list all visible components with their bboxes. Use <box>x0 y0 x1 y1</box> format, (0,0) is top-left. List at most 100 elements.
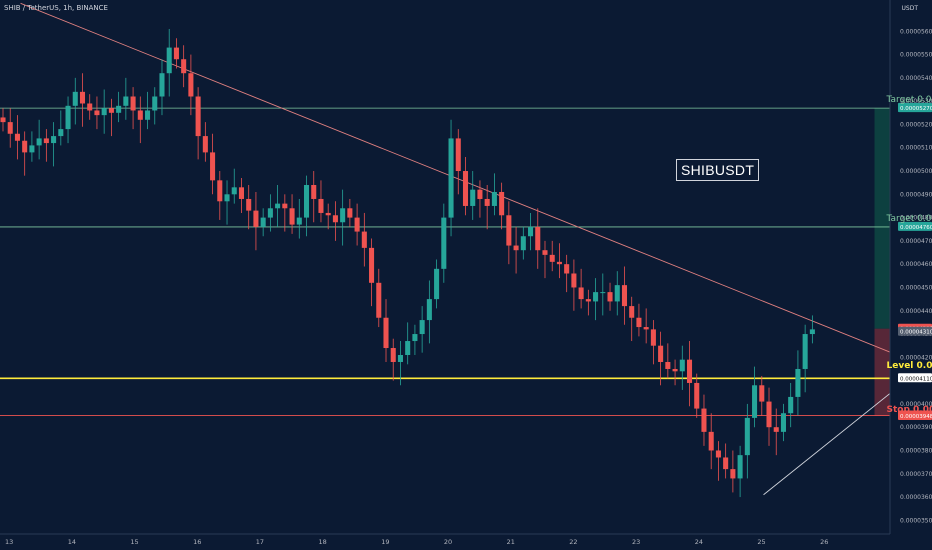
candle-body <box>51 136 57 144</box>
candle-body <box>202 136 208 153</box>
x-tick-label: 17 <box>256 538 264 546</box>
candle-body <box>564 264 570 274</box>
candle-body <box>311 184 317 199</box>
candle-body <box>303 184 310 218</box>
price-axis <box>890 0 932 550</box>
candle-body <box>29 145 35 153</box>
price-tag-label: 0.00004110 <box>900 376 932 382</box>
candle-body <box>7 122 13 134</box>
candle-body <box>426 299 432 321</box>
target2-label: Target 0.00005270 <box>886 95 932 106</box>
candle-body <box>462 171 469 206</box>
candle-body <box>65 105 71 130</box>
x-tick-label: 24 <box>695 538 703 546</box>
candle-body <box>694 382 700 409</box>
candle-body <box>708 431 714 451</box>
candle-body <box>137 110 143 120</box>
candle-body <box>14 133 20 141</box>
candle-body <box>773 427 779 432</box>
x-tick-label: 26 <box>820 538 828 546</box>
candle-body <box>665 361 671 369</box>
candle-body <box>369 247 375 283</box>
trendline-down <box>20 2 932 370</box>
candle-body <box>238 187 245 199</box>
candle-body <box>766 401 772 428</box>
candle-body <box>520 236 526 251</box>
candle-body <box>809 329 815 335</box>
x-tick-label: 16 <box>193 538 201 546</box>
candle-body <box>513 245 519 251</box>
price-tag <box>898 326 932 336</box>
candle-body <box>397 355 403 362</box>
candle-body <box>549 254 555 262</box>
target1-label: Target 0.00004760 <box>886 213 932 224</box>
price-tag <box>898 411 932 421</box>
candle-body <box>701 408 707 432</box>
price-tag <box>898 103 932 113</box>
x-tick-label: 14 <box>68 538 76 546</box>
candle-body <box>484 198 490 206</box>
candle-body <box>542 250 548 255</box>
candle-body <box>188 73 194 97</box>
candle-body <box>231 187 237 195</box>
candle-body <box>600 292 606 294</box>
candle-body <box>636 317 642 328</box>
candle-body <box>253 210 259 227</box>
candle-body <box>477 189 483 199</box>
candle-body <box>79 91 86 104</box>
candle-body <box>556 261 562 265</box>
candle-body <box>455 138 461 172</box>
x-tick-label: 21 <box>507 538 515 546</box>
candle-body <box>723 457 729 470</box>
price-tag-label: 0.00004310 <box>900 330 932 336</box>
candle-body <box>181 59 187 74</box>
candle-body <box>347 208 353 218</box>
x-tick-label: 15 <box>130 538 138 546</box>
candle-body <box>43 138 49 144</box>
candle-body <box>593 292 599 302</box>
candle-body <box>585 299 591 302</box>
candle-body <box>116 105 122 113</box>
candle-body <box>325 212 331 216</box>
price-tag-label: 0.00003948 <box>900 414 932 420</box>
candle-body <box>217 180 223 202</box>
candle-body <box>737 455 743 479</box>
candle-body <box>650 329 656 346</box>
candle-body <box>643 327 649 330</box>
candle-body <box>58 129 64 137</box>
candle-body <box>87 103 93 111</box>
price-tag <box>898 373 932 383</box>
candle-body <box>22 140 28 153</box>
candle-body <box>376 282 382 318</box>
candle-body <box>607 292 613 302</box>
time-axis <box>0 534 890 550</box>
candle-body <box>715 450 721 458</box>
candle-body <box>94 110 100 116</box>
candle-body <box>361 231 367 248</box>
currency-label: USDT <box>901 5 919 12</box>
candle-body <box>788 396 794 414</box>
candle-body <box>296 217 302 225</box>
profit-zone <box>874 108 890 329</box>
candle-body <box>795 368 801 397</box>
candle-body <box>441 217 447 269</box>
loss-zone <box>874 328 890 416</box>
candle-body <box>802 334 808 369</box>
candle-body <box>578 287 584 300</box>
price-tag-label: 0.00004760 <box>900 225 932 231</box>
candle-body <box>499 191 505 216</box>
candle-body <box>130 96 136 111</box>
